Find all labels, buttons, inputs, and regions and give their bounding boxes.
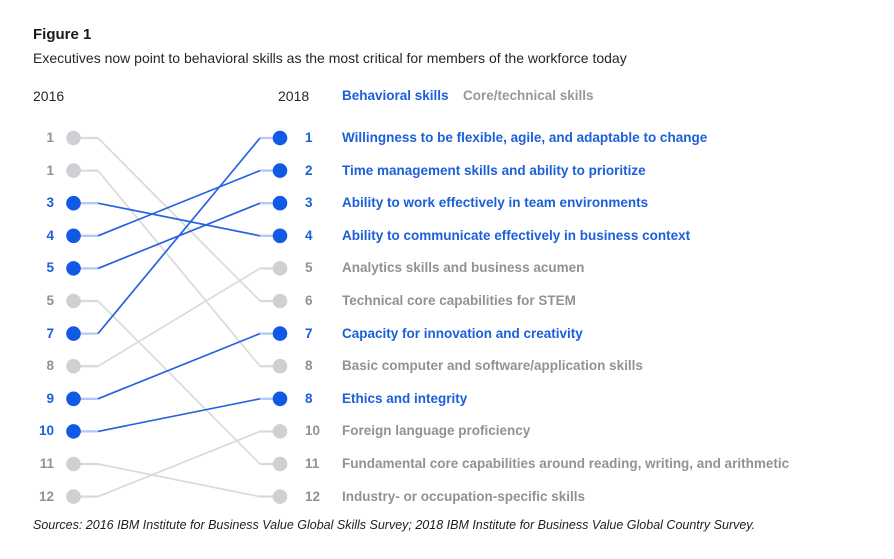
rank-2016-value: 11 — [39, 456, 54, 471]
rank-dot-2018 — [272, 489, 288, 504]
rank-dot-2018 — [272, 130, 288, 146]
rank-2018-value: 4 — [305, 227, 313, 243]
rank-2018-value: 6 — [305, 293, 313, 308]
rank-2016-value: 5 — [46, 293, 54, 308]
rank-dot-2018 — [272, 456, 288, 472]
slope-line — [97, 267, 261, 367]
skill-label: Willingness to be flexible, agile, and a… — [342, 130, 708, 145]
skill-label: Time management skills and ability to pr… — [342, 162, 646, 178]
rank-2018-value: 5 — [305, 260, 313, 276]
rank-2016-value: 9 — [46, 390, 54, 406]
rank-dot-2016 — [66, 228, 81, 244]
rank-dot-2018 — [272, 424, 288, 439]
rank-2018-value: 8 — [305, 390, 313, 406]
skill-label: Foreign language proficiency — [342, 423, 531, 439]
skill-label: Ability to communicate effectively in bu… — [342, 227, 691, 243]
slope-line — [97, 300, 261, 465]
sources-note: Sources: 2016 IBM Institute for Business… — [33, 518, 756, 532]
rank-dot-2018 — [272, 261, 288, 276]
column-header-2016: 2016 — [33, 88, 65, 104]
rank-dot-2016 — [66, 424, 81, 439]
skill-label: Capacity for innovation and creativity — [342, 325, 583, 341]
skill-label: Fundamental core capabilities around rea… — [342, 456, 790, 471]
rank-2016-value: 8 — [46, 358, 54, 374]
skill-label: Technical core capabilities for STEM — [342, 293, 576, 308]
rank-2018-value: 8 — [305, 358, 313, 374]
rank-2018-value: 10 — [305, 423, 321, 439]
rank-dot-2018 — [272, 195, 288, 211]
rank-2016-value: 4 — [46, 227, 54, 243]
figure-subtitle: Executives now point to behavioral skill… — [33, 50, 627, 66]
skill-label: Ethics and integrity — [342, 390, 468, 406]
column-header-2018: 2018 — [278, 88, 310, 104]
slope-line — [97, 430, 261, 498]
slope-line — [97, 202, 261, 237]
rank-dot-2016 — [66, 130, 81, 146]
skill-label: Basic computer and software/application … — [342, 358, 643, 374]
rank-2016-value: 1 — [46, 162, 54, 178]
rank-2016-value: 1 — [46, 130, 54, 145]
rank-2018-value: 12 — [305, 488, 321, 504]
rank-dot-2016 — [66, 326, 81, 341]
rank-2016-value: 12 — [38, 488, 54, 504]
rank-dot-2016 — [66, 358, 81, 374]
skill-label: Ability to work effectively in team envi… — [342, 195, 649, 211]
rank-dot-2016 — [66, 195, 81, 211]
rank-2016-value: 10 — [38, 423, 54, 439]
rank-2018-value: 2 — [305, 162, 313, 178]
rank-2018-value: 1 — [305, 130, 313, 145]
rank-dot-2018 — [272, 358, 288, 374]
rank-2016-value: 3 — [46, 195, 54, 211]
rank-dot-2016 — [66, 391, 81, 407]
skill-label: Analytics skills and business acumen — [342, 260, 585, 276]
slope-line — [97, 463, 261, 498]
figure-label: Figure 1 — [33, 26, 92, 43]
slope-line — [97, 170, 261, 367]
slope-line — [97, 137, 261, 302]
rank-dot-2018 — [272, 163, 288, 178]
legend-core-technical-skills: Core/technical skills — [463, 88, 594, 103]
rank-2018-value: 3 — [305, 195, 313, 211]
rank-2016-value: 7 — [46, 325, 54, 341]
rank-2018-value: 11 — [305, 456, 320, 471]
skill-label: Industry- or occupation-specific skills — [342, 488, 586, 504]
rank-2018-value: 7 — [305, 325, 313, 341]
rank-dot-2018 — [272, 391, 288, 407]
rank-dot-2016 — [66, 163, 81, 178]
rank-dot-2018 — [272, 326, 288, 341]
rank-2016-value: 5 — [46, 260, 54, 276]
slope-line — [97, 137, 261, 335]
rank-dot-2016 — [66, 261, 81, 276]
rank-dot-2016 — [66, 293, 81, 309]
rank-dot-2018 — [272, 228, 288, 244]
slope-line — [97, 332, 261, 400]
rank-dot-2016 — [66, 489, 81, 504]
rank-dot-2018 — [272, 293, 288, 309]
slope-line — [97, 169, 261, 237]
legend-behavioral-skills: Behavioral skills — [342, 88, 449, 103]
slope-line — [97, 202, 261, 270]
slope-line — [97, 397, 261, 433]
rank-dot-2016 — [66, 456, 81, 472]
